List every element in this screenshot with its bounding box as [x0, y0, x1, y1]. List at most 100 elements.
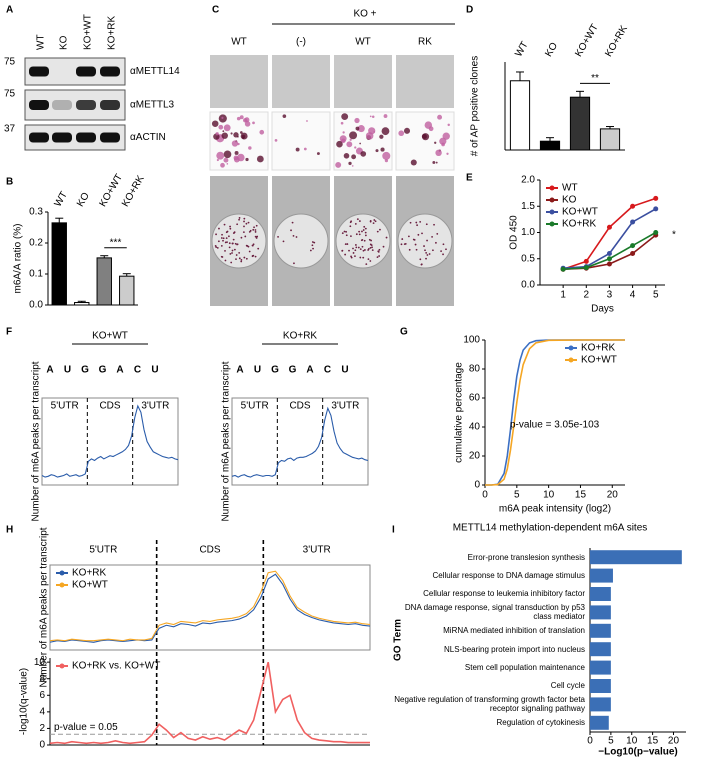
colony [428, 253, 431, 255]
y-tick-label: 60 [469, 393, 481, 404]
blot-band [76, 100, 96, 110]
colony [243, 225, 245, 228]
stain-dot [239, 115, 244, 120]
colony [358, 230, 361, 233]
point [606, 251, 612, 256]
stain-dot [375, 149, 379, 153]
lane-label: KO+WT [83, 14, 94, 50]
plate [335, 213, 391, 269]
colony [413, 238, 416, 241]
stain-dot [218, 124, 224, 130]
colony [228, 235, 230, 238]
colony [234, 242, 237, 245]
stain-dot [357, 125, 365, 133]
colony [401, 238, 404, 240]
motif-letter: U [151, 365, 158, 376]
colony [248, 250, 251, 253]
stain-dot [234, 150, 239, 155]
y-axis-label: Number of m6A peaks per transcript [221, 361, 232, 521]
blot-band [100, 66, 120, 77]
colony [343, 230, 346, 233]
lane-label: KO+RK [107, 15, 118, 50]
stain-dot [306, 120, 308, 122]
colony [369, 260, 372, 262]
stain-dot [382, 151, 391, 160]
colony [344, 243, 347, 246]
y-axis-label: -log10(q-value) [19, 668, 30, 735]
x-axis-label: m6A peak intensity (log2) [499, 504, 611, 515]
colony [245, 244, 248, 247]
image-header: KO + [353, 9, 376, 20]
bar [119, 275, 135, 306]
y-axis-label: GO Term [393, 619, 404, 661]
motif-letter: A [46, 365, 53, 376]
stain-dot [343, 152, 350, 159]
x-axis-label: −Log10(p−value) [598, 747, 677, 758]
colony [369, 243, 372, 246]
colony [419, 258, 422, 261]
brightfield-image [210, 55, 268, 108]
y-tick-label: 10 [34, 657, 46, 668]
colony [354, 223, 357, 225]
blot-band [29, 100, 49, 110]
colony [290, 229, 292, 232]
colony [282, 240, 285, 243]
colony [435, 241, 437, 244]
colony [230, 261, 233, 264]
colony [231, 242, 234, 245]
chart-title: METTL14 methylation-dependent m6A sites [453, 523, 648, 534]
region-label: 3'UTR [303, 545, 331, 556]
colony [364, 234, 367, 237]
bar [590, 642, 611, 657]
colony [291, 221, 294, 224]
motif-letter: G [271, 365, 279, 376]
y-tick-label: 100 [463, 335, 480, 346]
colony [225, 237, 228, 239]
colony [416, 224, 419, 227]
x-tick-label: 5 [514, 490, 520, 501]
marker-label: 75 [4, 57, 16, 68]
point [653, 206, 659, 212]
colony [371, 246, 373, 249]
colony [292, 234, 295, 237]
stain-dot [242, 136, 245, 140]
motif-letter: A [306, 365, 313, 376]
stain-dot [245, 157, 249, 162]
colony [358, 220, 361, 222]
motif-letter: G [81, 365, 89, 376]
series-line [231, 406, 369, 478]
stain-dot [242, 118, 248, 123]
panel-label: I [392, 525, 395, 536]
x-tick-label: 1 [560, 290, 566, 301]
colony [235, 258, 237, 261]
colony [352, 252, 355, 254]
stain-dot [256, 155, 264, 163]
colony [346, 243, 349, 245]
bar [51, 222, 67, 306]
colony [349, 225, 352, 228]
y-tick-label: 80 [469, 364, 481, 375]
x-tick-label: 15 [575, 490, 587, 501]
y-axis-label: m6A/A ratio (%) [13, 223, 24, 293]
legend-marker [59, 582, 65, 588]
colony [251, 244, 254, 247]
plate [273, 213, 329, 269]
motif-letter: U [64, 365, 71, 376]
colony [359, 248, 362, 251]
point [606, 224, 612, 230]
bar [599, 128, 621, 151]
colony [365, 263, 368, 265]
x-tick-label: 2 [584, 290, 590, 301]
blot-band [52, 132, 72, 143]
blot-band [29, 132, 49, 143]
stain-dot [215, 132, 219, 136]
x-tick-label: 10 [626, 736, 638, 747]
point [606, 261, 612, 267]
colony [363, 225, 366, 228]
colony [223, 223, 226, 226]
y-tick-label: 2.0 [521, 175, 535, 186]
stain-dot [410, 159, 417, 166]
colony [415, 221, 418, 224]
colony [370, 239, 373, 242]
x-tick-label: 3 [607, 290, 613, 301]
